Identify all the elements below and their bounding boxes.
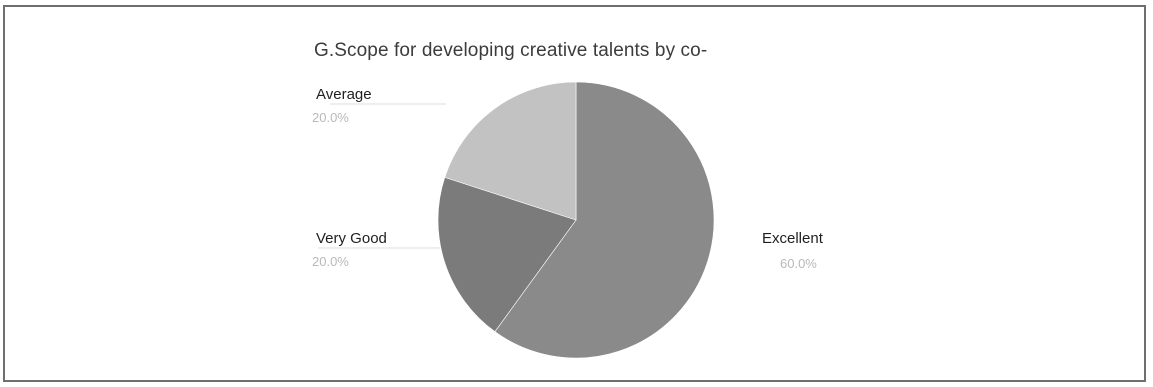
slice-excellent [494,81,715,359]
slice-label-excellent: Excellent [762,230,823,247]
slice-very-good [437,176,577,333]
chart-title: G.Scope for developing creative talents … [314,40,708,61]
slice-value-very-good: 20.0% [312,254,349,269]
slice-label-average: Average [316,86,372,103]
slice-value-excellent: 60.0% [780,256,817,271]
slice-average [444,81,577,221]
slice-value-average: 20.0% [312,110,349,125]
slice-label-very-good: Very Good [316,230,387,247]
